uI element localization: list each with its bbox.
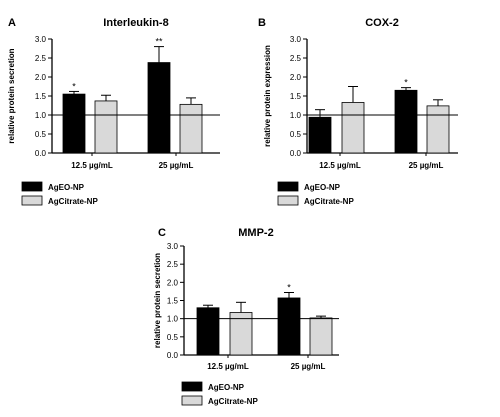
legend-swatch (181, 395, 203, 406)
panel-label: C (158, 227, 166, 239)
bar (62, 93, 86, 154)
legend-label: AgEO-NP (48, 183, 85, 192)
y-tick-label: 1.0 (167, 315, 179, 324)
legend-label: AgEO-NP (208, 383, 245, 392)
bar (179, 103, 203, 154)
x-tick-label: 12.5 µg/mL (71, 161, 113, 170)
y-tick-label: 2.0 (35, 73, 47, 82)
bar (341, 102, 365, 154)
panel-c: C MMP-2 0.0 0.5 1.0 1.5 2.0 2.5 3.0 relative prot… (153, 227, 339, 406)
legend-swatch (21, 195, 43, 206)
y-tick-label: 0.0 (35, 149, 47, 158)
significance-marker: ** (155, 37, 163, 47)
legend-swatch (181, 381, 203, 392)
y-tick-label: 2.0 (167, 278, 179, 287)
y-tick-label: 3.0 (35, 35, 47, 44)
legend-label: AgEO-NP (304, 183, 341, 192)
y-tick-label: 0.5 (35, 130, 47, 139)
y-tick-label: 2.0 (290, 73, 302, 82)
x-tick-label: 25 µg/mL (409, 161, 444, 170)
bar (94, 100, 118, 154)
y-axis-label: relative protein expression (263, 45, 272, 147)
x-tick-label: 25 µg/mL (291, 362, 326, 371)
x-tick-label: 12.5 µg/mL (207, 362, 249, 371)
y-tick-label: 2.5 (35, 54, 47, 63)
panel-b: B COX-2 0.0 0.5 1.0 1.5 2.0 2.5 3.0 relative prot… (258, 17, 458, 206)
y-tick-label: 0.0 (167, 351, 179, 360)
y-tick-label: 0.5 (167, 333, 179, 342)
legend-label: AgCitrate-NP (208, 397, 258, 406)
chart-title: Interleukin-8 (103, 17, 168, 29)
legend-label: AgCitrate-NP (48, 197, 98, 206)
significance-marker: * (404, 78, 408, 88)
y-axis-label: relative protein secretion (7, 48, 16, 143)
significance-marker: * (72, 81, 76, 91)
y-tick-label: 1.0 (35, 111, 47, 120)
panel-label: B (258, 17, 266, 29)
y-tick-label: 0.0 (290, 149, 302, 158)
bar (426, 105, 450, 154)
bar (277, 297, 301, 356)
y-tick-label: 3.0 (167, 242, 179, 251)
y-tick-label: 1.5 (290, 92, 302, 101)
y-tick-label: 0.5 (290, 130, 302, 139)
y-tick-label: 2.5 (290, 54, 302, 63)
legend-swatch (277, 181, 299, 192)
legend-label: AgCitrate-NP (304, 197, 354, 206)
y-tick-label: 2.5 (167, 260, 179, 269)
bar (147, 62, 171, 154)
panel-a: A Interleukin-8 0.0 0.5 1.0 1.5 2.0 2.5 3.0 relat… (7, 17, 220, 206)
x-tick-label: 25 µg/mL (159, 161, 194, 170)
y-tick-label: 1.5 (35, 92, 47, 101)
significance-marker: * (287, 283, 291, 293)
legend-swatch (21, 181, 43, 192)
y-tick-label: 1.5 (167, 297, 179, 306)
legend-swatch (277, 195, 299, 206)
bar (309, 317, 333, 356)
bar (196, 307, 220, 356)
y-tick-label: 3.0 (290, 35, 302, 44)
chart-title: COX-2 (365, 17, 399, 29)
y-tick-label: 1.0 (290, 111, 302, 120)
panel-label: A (8, 17, 16, 29)
x-tick-label: 12.5 µg/mL (319, 161, 361, 170)
chart-title: MMP-2 (238, 227, 273, 239)
bar (308, 116, 332, 154)
y-axis-label: relative protein secretion (153, 253, 162, 348)
bar (394, 89, 418, 154)
